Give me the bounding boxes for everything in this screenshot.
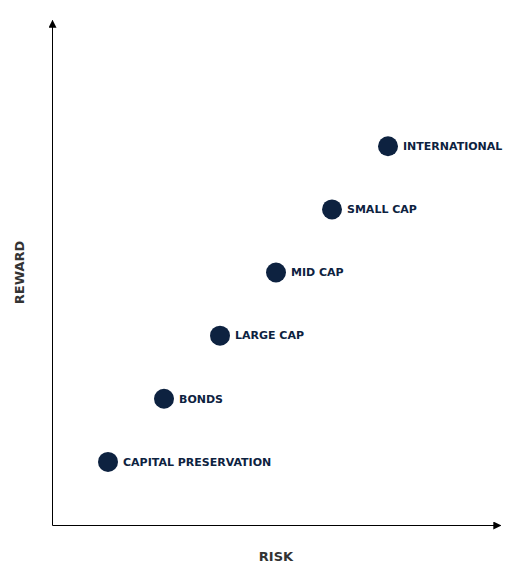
chart-container: RISK REWARD CAPITAL PRESERVATION BONDS LARGE… <box>0 0 512 577</box>
point <box>322 199 342 219</box>
point <box>266 263 286 283</box>
point <box>154 389 174 409</box>
y-axis <box>52 21 53 526</box>
axis-line <box>52 21 53 526</box>
point-labels: CAPITAL PRESERVATION BONDS LARGE CAP MID CA… <box>123 140 502 469</box>
point <box>98 452 118 472</box>
point <box>210 326 230 346</box>
point <box>378 136 398 156</box>
point-label: MID CAP <box>291 266 344 279</box>
x-axis <box>53 525 501 526</box>
points <box>98 136 398 472</box>
point-label: INTERNATIONAL <box>403 140 502 153</box>
point-label: LARGE CAP <box>235 329 304 342</box>
x-axis-title: RISK <box>259 549 294 564</box>
y-axis-title: REWARD <box>12 241 27 305</box>
point-label: CAPITAL PRESERVATION <box>123 456 271 469</box>
point-label: SMALL CAP <box>347 203 417 216</box>
chart-svg: RISK REWARD CAPITAL PRESERVATION BONDS LARGE… <box>0 0 512 577</box>
point-label: BONDS <box>179 393 223 406</box>
axis-line <box>53 525 501 526</box>
plot-area: RISK REWARD CAPITAL PRESERVATION BONDS LARGE… <box>12 21 502 565</box>
